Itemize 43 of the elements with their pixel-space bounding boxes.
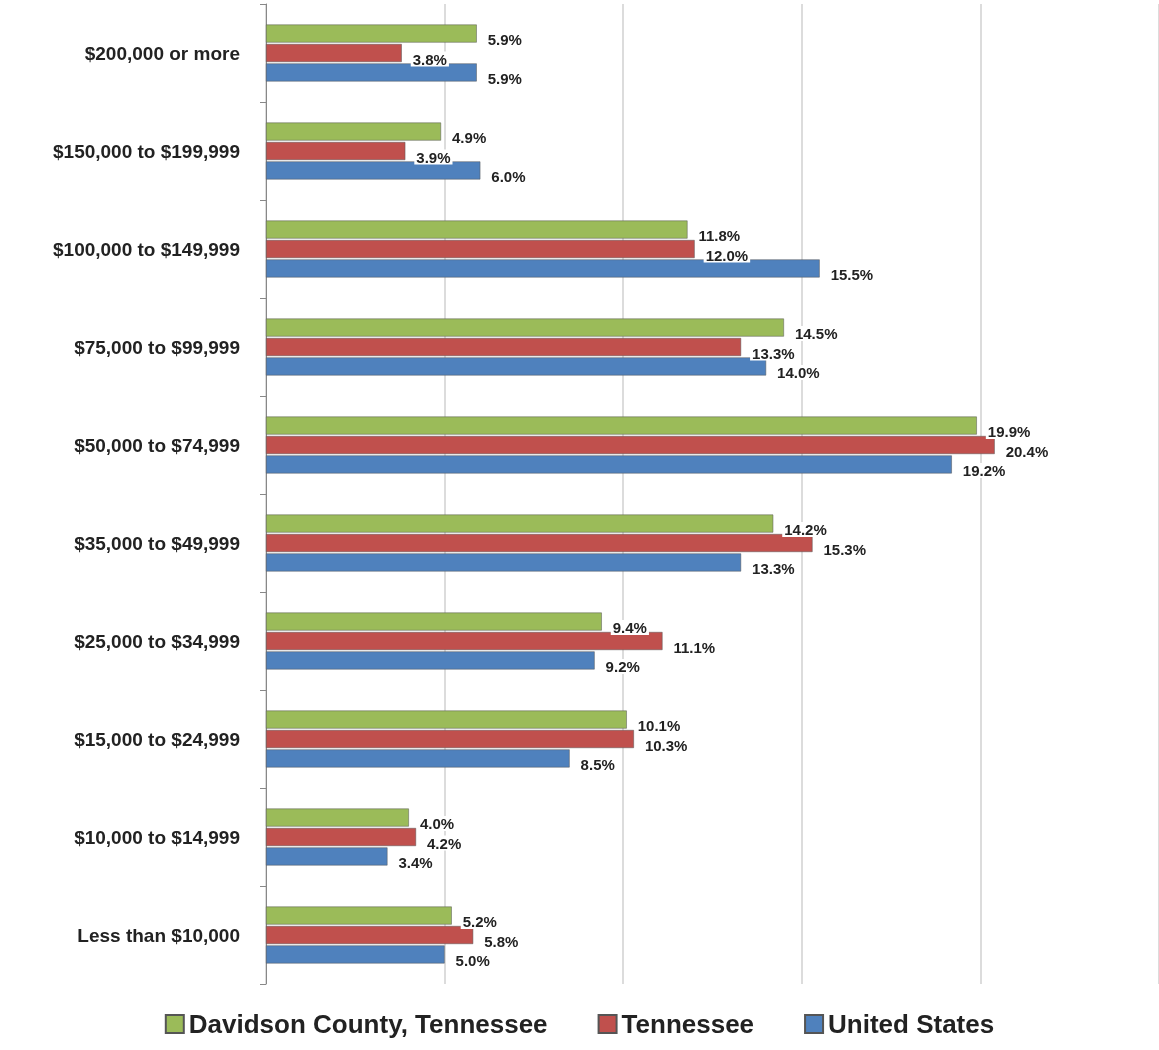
data-label: 15.5% [830, 265, 874, 283]
data-label: 5.0% [455, 951, 490, 969]
data-label: 3.9% [416, 148, 451, 166]
y-tick-label: $10,000 to $14,999 [74, 826, 240, 848]
data-label: 14.0% [777, 363, 820, 381]
data-label: 13.3% [752, 344, 795, 362]
legend-label: Tennessee [621, 1009, 755, 1039]
data-label: 5.9% [487, 69, 522, 87]
data-label: 10.3% [644, 736, 688, 754]
data-label: 8.5% [580, 755, 615, 773]
y-tick-label: $15,000 to $24,999 [74, 728, 240, 750]
data-label: 4.2% [427, 834, 462, 852]
legend-label: Davidson County, Tennessee [188, 1009, 548, 1039]
y-tick-label: $25,000 to $34,999 [74, 630, 240, 652]
y-tick-label: Less than $10,000 [77, 924, 240, 946]
data-label: 14.2% [784, 521, 827, 539]
data-label: 3.4% [398, 853, 433, 871]
data-label: 15.3% [823, 540, 867, 558]
data-label: 6.0% [491, 167, 526, 185]
data-label: 5.8% [484, 932, 519, 950]
data-label: 3.8% [412, 50, 447, 68]
data-label: 10.1% [637, 717, 681, 735]
y-tick-label: $35,000 to $49,999 [74, 532, 240, 554]
y-tick-label: $50,000 to $74,999 [74, 434, 240, 456]
data-label: 5.2% [462, 913, 497, 931]
data-label: 11.1% [673, 638, 716, 656]
data-label: 9.2% [605, 657, 640, 675]
data-label: 12.0% [705, 246, 749, 264]
y-tick-label: $150,000 to $199,999 [53, 140, 240, 162]
data-label: 19.2% [962, 461, 1006, 479]
data-label: 13.3% [752, 559, 795, 577]
data-label: 4.0% [419, 815, 455, 833]
legend-label: United States [828, 1009, 995, 1039]
data-label: 4.9% [452, 129, 487, 147]
data-label: 19.9% [987, 423, 1031, 441]
data-label: 5.9% [487, 31, 522, 49]
data-label: 20.4% [1005, 442, 1049, 460]
data-label: 9.4% [612, 619, 647, 637]
y-tick-label: $100,000 to $149,999 [53, 238, 240, 260]
y-tick-label: $200,000 or more [84, 42, 240, 64]
data-label: 11.8% [698, 227, 741, 245]
data-label: 14.5% [794, 325, 838, 343]
y-tick-label: $75,000 to $99,999 [74, 336, 240, 358]
